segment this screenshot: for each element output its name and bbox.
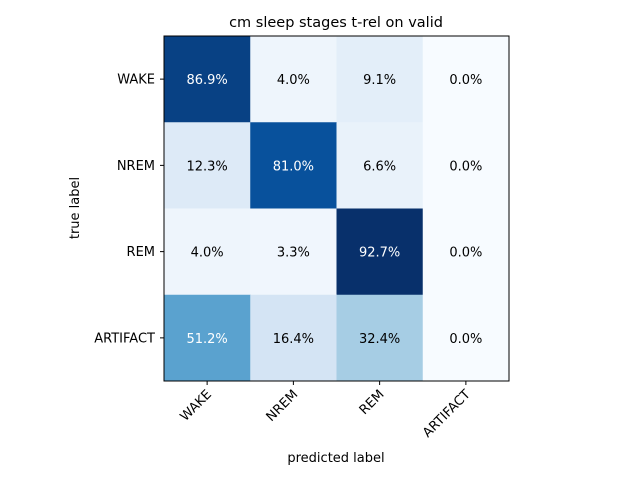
heatmap-cell: [336, 208, 424, 296]
heatmap-cell: [422, 208, 510, 296]
cell-value-label: 6.6%: [363, 159, 396, 174]
heatmap-cell: [422, 294, 510, 382]
y-tick-label: ARTIFACT: [94, 331, 155, 346]
cell-value-label: 12.3%: [186, 159, 227, 174]
heatmap-cell: [422, 36, 510, 123]
cell-value-label: 3.3%: [277, 246, 310, 261]
cell-value-label: 0.0%: [449, 73, 482, 88]
heatmap-cell: [250, 36, 337, 123]
cell-value-labels: 86.9% 4.0% 9.1% 0.0% 12.3% 81.0% 6.6% 0.0% 4.0% 3…: [186, 73, 482, 347]
cell-value-label: 4.0%: [191, 246, 224, 261]
heatmap-cell: [422, 122, 510, 209]
y-axis-label: true label: [68, 177, 83, 239]
cell-value-label: 32.4%: [359, 332, 400, 347]
heatmap-cell: [164, 36, 251, 123]
cell-value-label: 4.0%: [277, 73, 310, 88]
cell-value-label: 0.0%: [449, 246, 482, 261]
cell-value-label: 81.0%: [273, 159, 314, 174]
y-tick-label: NREM: [117, 159, 155, 174]
heatmap-cell: [164, 208, 251, 296]
heatmap-cell: [164, 122, 251, 209]
heatmap-cell: [336, 122, 424, 209]
cell-value-label: 92.7%: [359, 246, 400, 261]
heatmap-cell: [336, 294, 424, 382]
cell-value-label: 0.0%: [449, 332, 482, 347]
heatmap-cells: [164, 36, 510, 382]
cell-value-label: 9.1%: [363, 73, 396, 88]
y-tick-label: REM: [127, 245, 155, 260]
cell-value-label: 0.0%: [449, 159, 482, 174]
cell-value-label: 86.9%: [186, 73, 227, 88]
y-tick-label: WAKE: [117, 73, 155, 88]
heatmap-cell: [336, 36, 424, 123]
plot-frame: [163, 35, 510, 382]
cell-value-label: 16.4%: [273, 332, 314, 347]
x-axis-label: predicted label: [287, 451, 384, 466]
heatmap-cell: [250, 122, 337, 209]
heatmap-cell: [250, 294, 337, 382]
cell-value-label: 51.2%: [186, 332, 227, 347]
y-axis-ticks: WAKE NREM REM ARTIFACT: [94, 73, 164, 346]
heatmap-cell: [164, 294, 251, 382]
heatmap-cell: [250, 208, 337, 296]
chart-title: cm sleep stages t-rel on valid: [229, 15, 443, 31]
